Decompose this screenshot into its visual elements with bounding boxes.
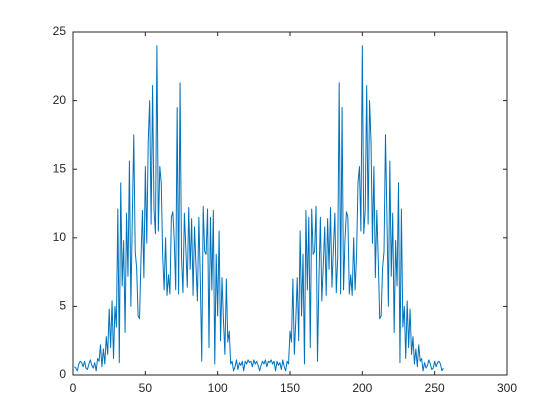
x-tick-label: 300 [497, 381, 517, 395]
y-tick-label: 20 [53, 93, 67, 107]
x-tick-label: 250 [425, 381, 445, 395]
x-tick-label: 100 [208, 381, 228, 395]
y-tick-label: 0 [59, 367, 66, 381]
x-tick-label: 0 [70, 381, 77, 395]
y-tick-label: 15 [53, 161, 67, 175]
y-tick-label: 5 [59, 299, 66, 313]
x-tick-label: 200 [352, 381, 372, 395]
axes-box [72, 31, 508, 376]
x-tick-label: 50 [139, 381, 153, 395]
y-tick-label: 25 [53, 24, 67, 38]
x-tick-label: 150 [280, 381, 300, 395]
y-tick-label: 10 [53, 230, 67, 244]
data-line [74, 45, 444, 372]
